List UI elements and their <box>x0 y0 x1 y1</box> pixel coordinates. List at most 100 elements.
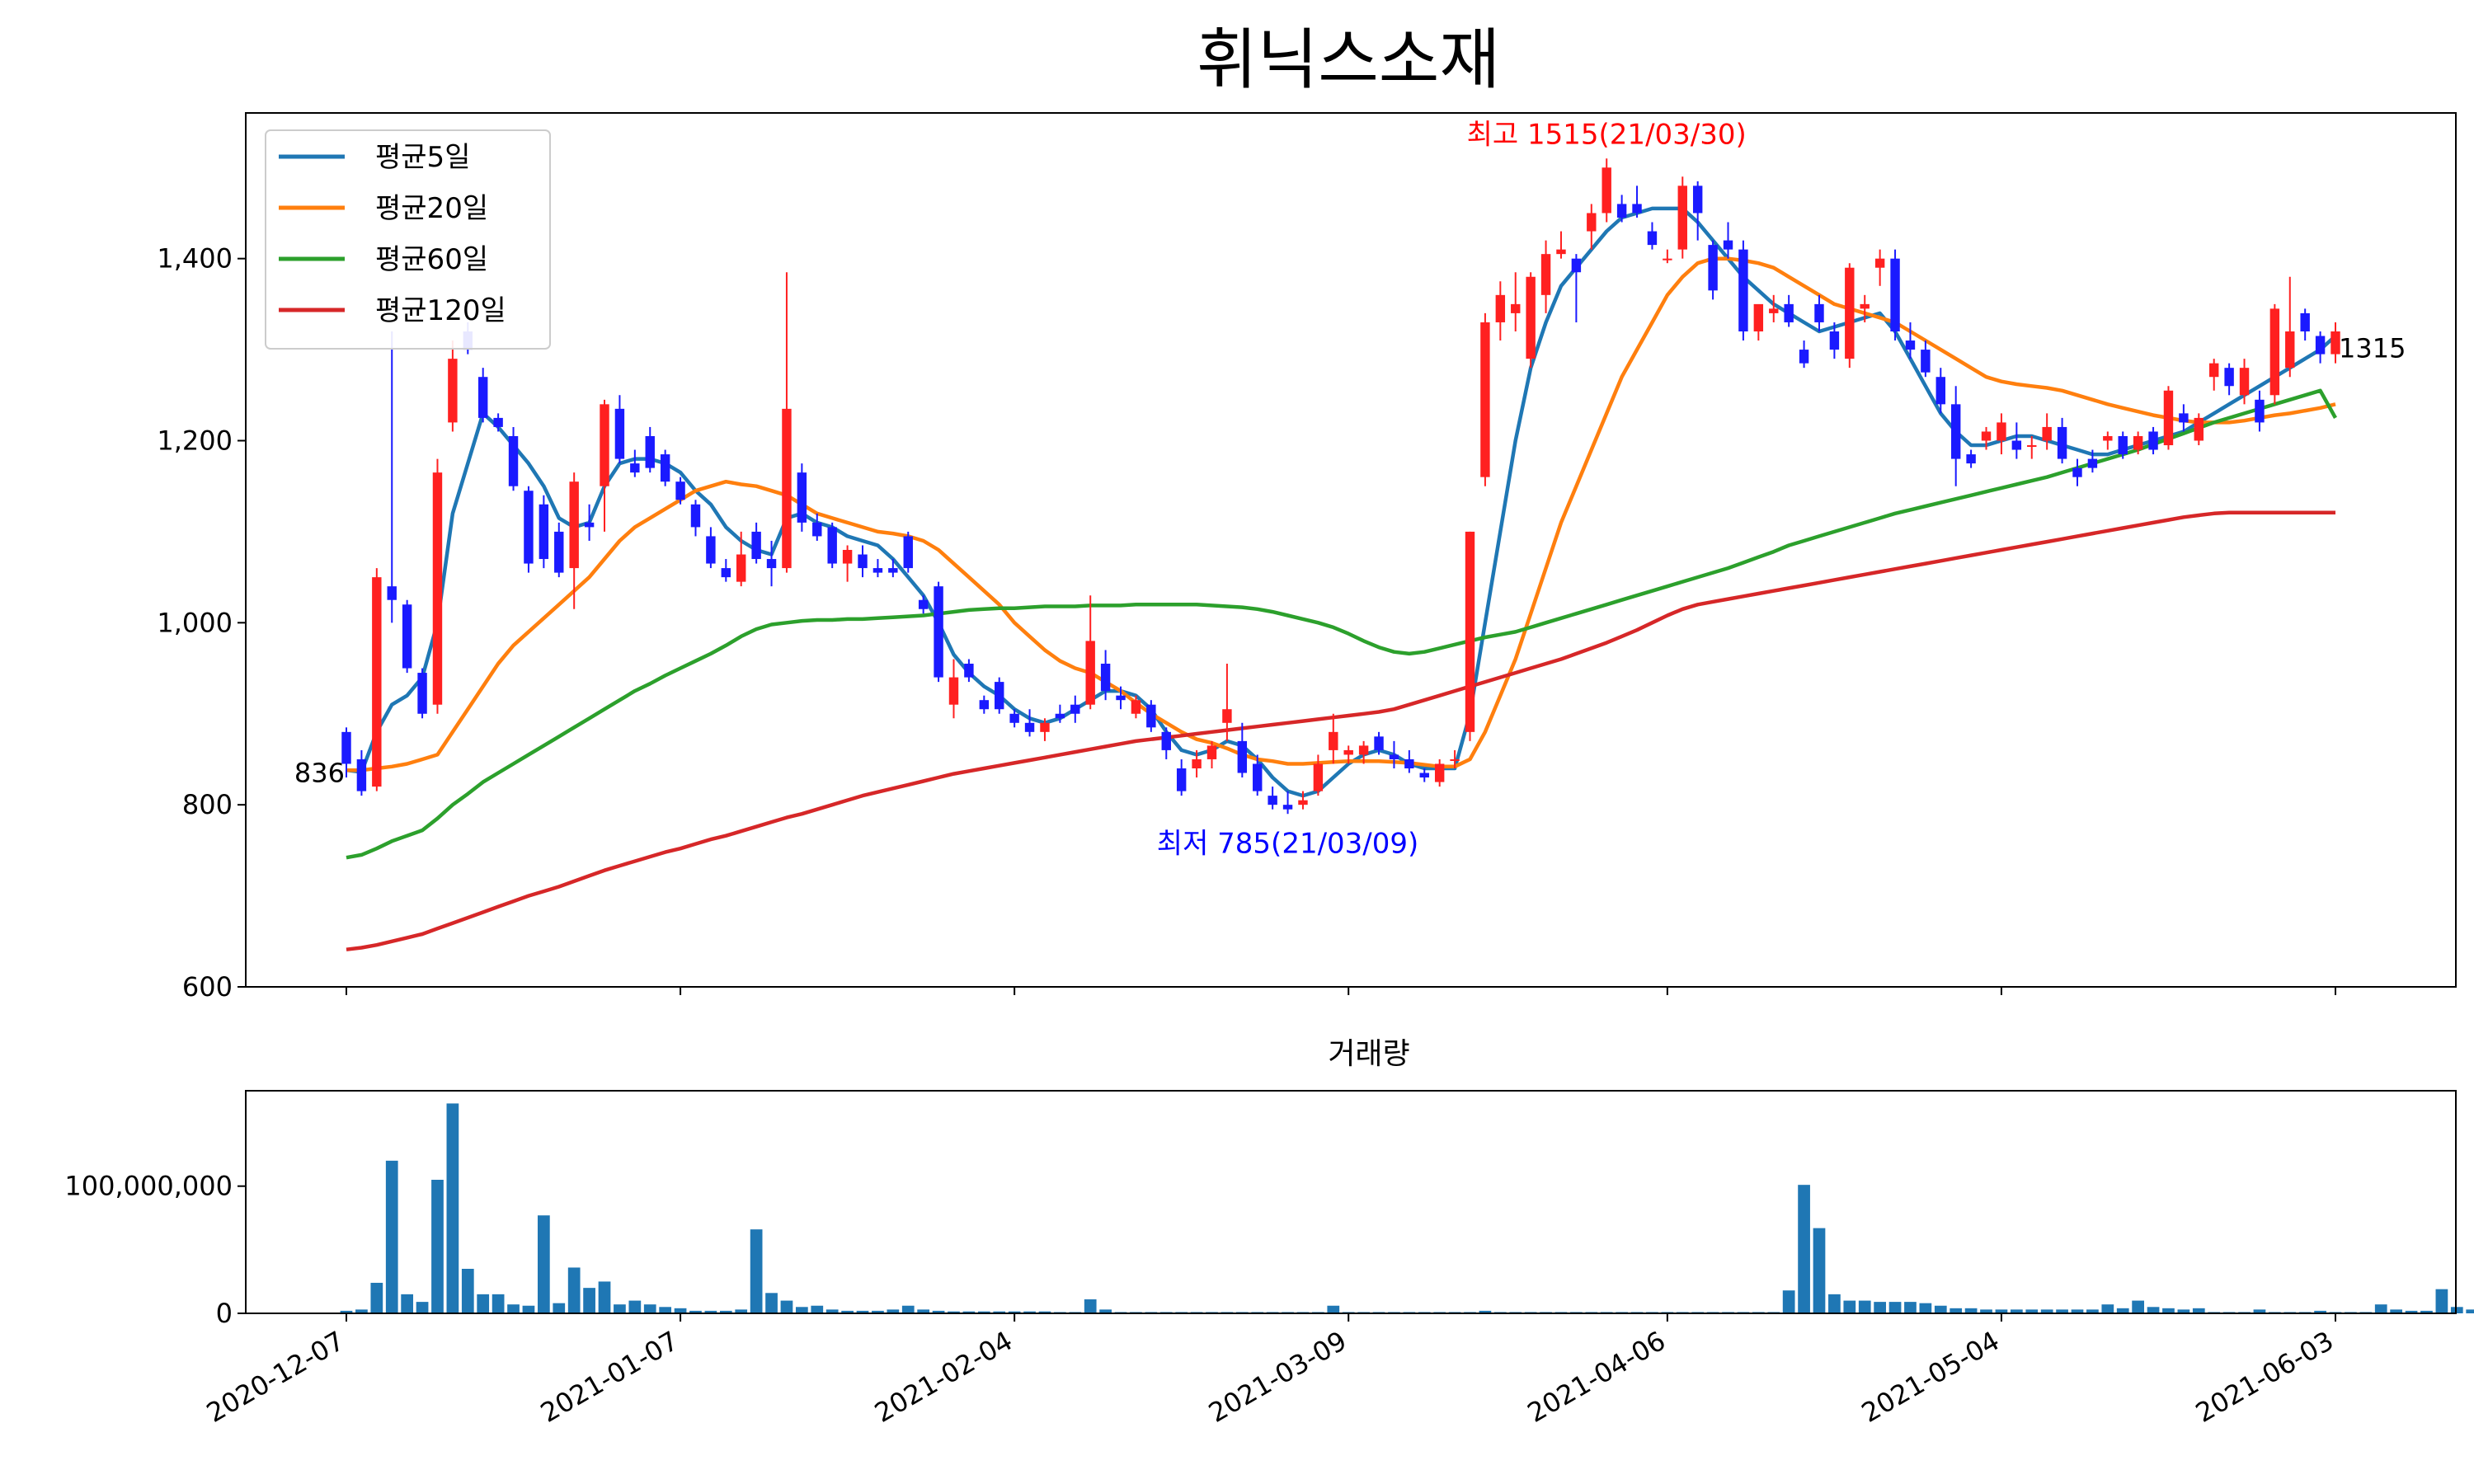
candle-body <box>584 522 595 528</box>
candle-body <box>1997 422 2006 441</box>
candle-body <box>1450 758 1460 761</box>
volume-bar <box>1904 1302 1917 1313</box>
candle-body <box>614 408 625 459</box>
volume-bar <box>628 1300 642 1313</box>
volume-bar <box>993 1311 1006 1313</box>
volume-bar <box>735 1309 748 1313</box>
candle-body <box>1799 350 1809 364</box>
legend-label-ma20: 평균20일 <box>375 192 488 225</box>
candle-body <box>1647 231 1658 246</box>
volume-bar <box>1008 1311 1021 1313</box>
price-y-tick-label: 1,400 <box>157 243 233 275</box>
candle-body <box>2224 368 2234 387</box>
candle-body <box>2331 331 2340 355</box>
candle-body <box>1981 431 1992 441</box>
volume-bar <box>1964 1308 1978 1313</box>
volume-bar <box>416 1302 429 1313</box>
candle-body <box>1616 204 1627 218</box>
price-y-tick-label: 1,200 <box>157 425 233 457</box>
volume-bar <box>583 1288 595 1313</box>
date-axis: 2020-12-07 2021-01-07 2021-02-04 2021-03-09… <box>201 987 2339 1429</box>
candle-body <box>1329 731 1338 750</box>
volume-bar <box>1980 1309 1992 1313</box>
volume-bar <box>522 1305 535 1313</box>
candle-body <box>1966 454 1976 464</box>
price-y-tick-label: 600 <box>182 971 233 1003</box>
volume-bar <box>1888 1302 1902 1313</box>
candle-body <box>903 536 913 569</box>
candle-body <box>736 554 746 582</box>
volume-bar <box>2253 1309 2266 1313</box>
candle-body <box>387 586 397 600</box>
volume-bar <box>704 1310 717 1313</box>
candle-body <box>1085 641 1095 705</box>
candle-body <box>995 682 1004 710</box>
ma60-line <box>346 388 2337 860</box>
candle-body <box>356 758 367 791</box>
volume-bar <box>2435 1289 2448 1313</box>
volume-bar <box>917 1309 930 1313</box>
candle-body <box>2300 312 2310 331</box>
candle-body <box>448 359 458 423</box>
volume-bar <box>932 1310 945 1313</box>
volume-bar <box>841 1310 854 1313</box>
candle-body <box>508 435 519 486</box>
volume-bar <box>2116 1308 2129 1313</box>
candle-body <box>1222 709 1232 723</box>
date-tick-label: 2021-04-06 <box>1522 1325 1671 1429</box>
candle-body <box>478 377 488 418</box>
candle-body <box>600 404 609 486</box>
volume-bar <box>446 1103 459 1313</box>
volume-bar <box>2086 1309 2099 1313</box>
volume-bar <box>643 1304 656 1313</box>
candle-body <box>1860 303 1870 309</box>
volume-bar <box>1843 1300 1856 1313</box>
volume-bar <box>2374 1304 2387 1313</box>
candle-body <box>1055 713 1065 719</box>
candle-body <box>1100 664 1111 692</box>
volume-bar <box>811 1305 824 1313</box>
candle-body <box>872 568 883 573</box>
candle-body <box>2027 445 2037 448</box>
candle-body <box>1738 249 1748 331</box>
candle-body <box>1434 763 1445 782</box>
volume-bar <box>2314 1310 2326 1313</box>
date-tick-label: 2021-06-03 <box>2190 1325 2339 1429</box>
candle-body <box>1874 258 1885 268</box>
candle-body <box>2103 435 2113 441</box>
candle-body <box>2133 435 2143 450</box>
candle-body <box>402 604 412 669</box>
candle-body <box>1206 745 1217 759</box>
volume-bar <box>553 1303 566 1313</box>
volume-bar <box>477 1294 490 1313</box>
end-value-annotation: 1315 <box>2339 333 2406 364</box>
candle-body <box>2255 399 2265 423</box>
candle-body <box>1343 749 1353 755</box>
candle-body <box>2148 431 2158 450</box>
volume-bar <box>962 1311 976 1313</box>
candle-body <box>766 559 777 569</box>
candle-body <box>1526 276 1536 359</box>
candle-body <box>751 531 761 560</box>
candle-body <box>2042 426 2052 441</box>
candle-body <box>341 731 351 764</box>
volume-bar <box>1874 1302 1886 1313</box>
candle-body <box>2239 368 2250 396</box>
candle-body <box>1784 303 1794 322</box>
volume-bar <box>614 1304 626 1313</box>
volume-y-tick-label: 100,000,000 <box>64 1171 233 1202</box>
volume-bar <box>2040 1309 2053 1313</box>
date-tick-label: 2021-05-04 <box>1856 1325 2005 1429</box>
volume-bar <box>1798 1185 1810 1313</box>
candle-body <box>675 481 685 500</box>
candle-body <box>2087 458 2098 468</box>
candle-body <box>2285 331 2295 369</box>
candle-body <box>432 472 443 705</box>
legend-label-ma120: 평균120일 <box>375 294 506 327</box>
legend-label-ma60: 평균60일 <box>375 243 488 276</box>
volume-bar <box>977 1311 990 1313</box>
date-tick-label: 2021-02-04 <box>869 1325 1018 1429</box>
